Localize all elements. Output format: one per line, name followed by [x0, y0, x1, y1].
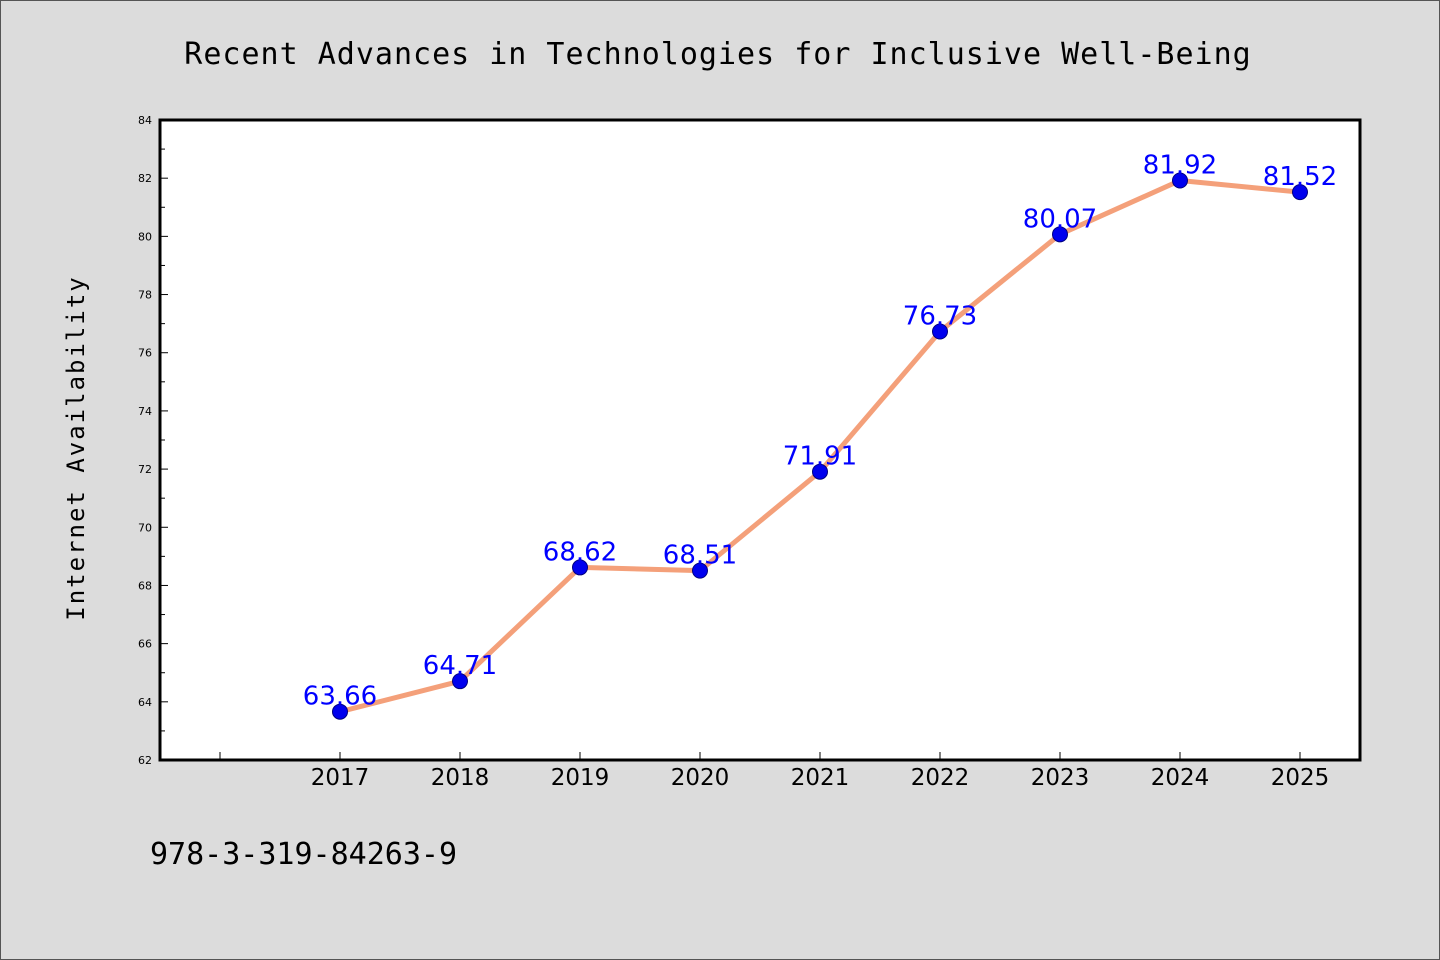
y-tick-label: 76	[138, 347, 152, 360]
data-label: 68.51	[663, 541, 737, 571]
data-labels: 63.66 64.71 68.62 68.51 71.91 76.73 80.07 81.92…	[303, 151, 1337, 712]
data-label: 63.66	[303, 682, 377, 712]
y-tick-label: 74	[138, 405, 152, 418]
series-layer	[332, 172, 1308, 720]
y-tick-label: 70	[138, 521, 152, 534]
chart-title: Recent Advances in Technologies for Incl…	[184, 37, 1251, 72]
x-tick-label: 2021	[791, 765, 850, 791]
data-point	[572, 559, 588, 576]
data-label: 81.92	[1143, 151, 1217, 181]
data-label: 76.73	[903, 301, 977, 331]
y-tick-label: 80	[138, 230, 152, 243]
x-tick-label: 2023	[1031, 765, 1090, 791]
y-axis-label: Internet Availability	[62, 275, 90, 620]
x-axis: 2017 2018 2019 2020 2021 2022 2023 2024 2025	[219, 752, 1330, 791]
y-tick-label: 72	[138, 463, 152, 476]
x-tick-label: 2019	[551, 765, 610, 791]
data-point	[812, 463, 828, 480]
data-point	[1052, 226, 1068, 243]
x-tick-label: 2024	[1151, 765, 1210, 791]
data-label: 71.91	[783, 442, 857, 472]
x-tick-label: 2022	[911, 765, 970, 791]
data-label: 81.52	[1263, 162, 1337, 192]
data-point	[1172, 172, 1188, 189]
plot-area	[158, 118, 1362, 762]
data-point	[932, 323, 948, 340]
y-tick-label: 78	[138, 289, 152, 302]
y-tick-label: 68	[138, 579, 152, 592]
x-tick-label: 2020	[671, 765, 730, 791]
y-axis: 62 64 66 68 70 72 74 76 78 80 82 84	[138, 114, 168, 767]
y-tick-label: 64	[138, 696, 152, 709]
data-point	[332, 703, 348, 720]
x-tick-label: 2025	[1271, 765, 1330, 791]
data-label: 68.62	[543, 537, 617, 567]
data-point	[452, 673, 468, 690]
data-point	[692, 562, 708, 579]
y-tick-label: 82	[138, 172, 152, 185]
data-label: 64.71	[423, 651, 497, 681]
y-tick-label: 66	[138, 638, 152, 651]
y-tick-label: 62	[138, 754, 152, 767]
data-point	[1292, 184, 1308, 201]
x-tick-label: 2017	[311, 765, 370, 791]
x-tick-label: 2018	[431, 765, 490, 791]
data-label: 80.07	[1023, 204, 1097, 234]
y-tick-label: 84	[138, 114, 152, 127]
isbn-text: 978-3-319-84263-9	[150, 837, 457, 872]
